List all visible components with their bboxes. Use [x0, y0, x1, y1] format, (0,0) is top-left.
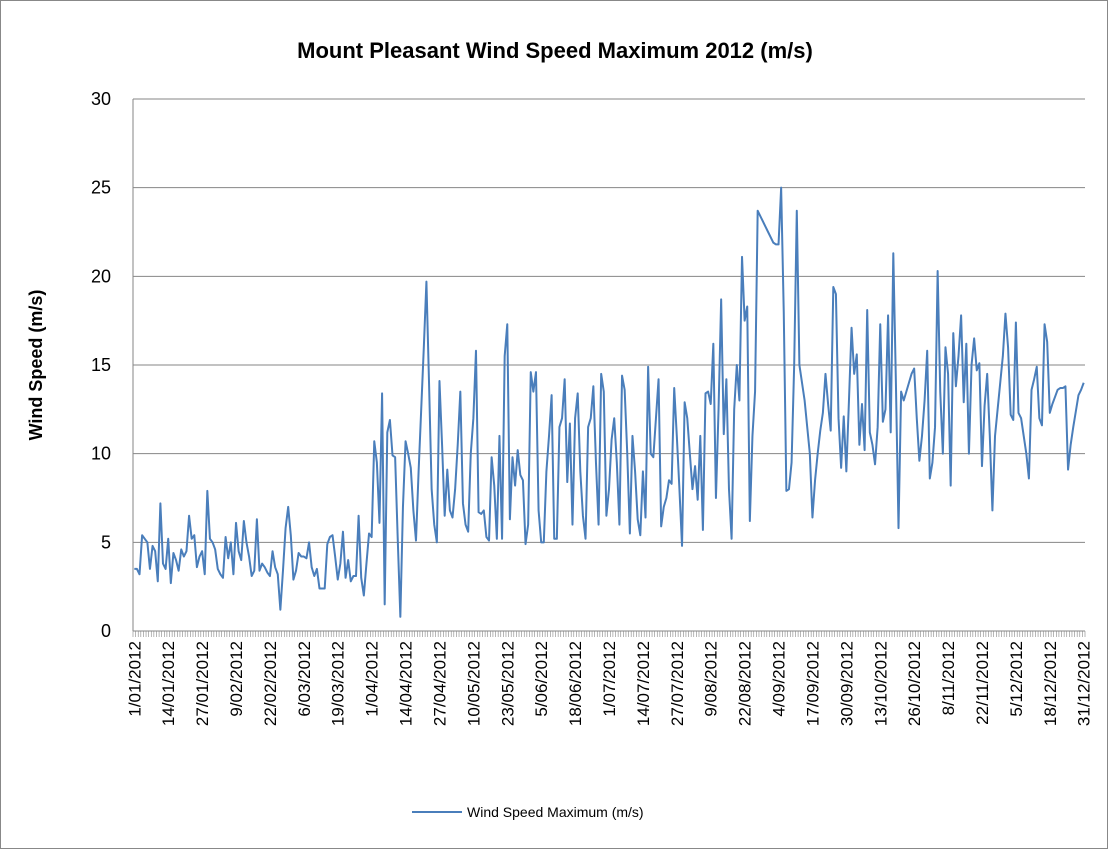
y-tick-label: 30 — [91, 89, 111, 109]
x-tick-label: 22/08/2012 — [736, 641, 755, 726]
x-tick-label: 5/12/2012 — [1007, 641, 1026, 717]
x-tick-label: 8/11/2012 — [939, 641, 958, 715]
y-tick-label: 0 — [101, 621, 111, 641]
x-tick-label: 14/01/2012 — [159, 641, 178, 726]
y-tick-label: 5 — [101, 532, 111, 552]
x-tick-label: 27/04/2012 — [430, 641, 449, 726]
x-tick-label: 27/01/2012 — [193, 641, 212, 726]
x-tick-label: 10/05/2012 — [464, 641, 483, 726]
x-tick-label: 1/07/2012 — [600, 641, 619, 717]
x-tick-label: 23/05/2012 — [498, 641, 517, 726]
legend-label: Wind Speed Maximum (m/s) — [467, 804, 644, 820]
y-tick-label: 15 — [91, 355, 111, 375]
x-tick-label: 13/10/2012 — [871, 641, 890, 726]
x-tick-label: 1/04/2012 — [363, 641, 382, 717]
x-tick-label: 4/09/2012 — [770, 641, 789, 717]
chart-title: Mount Pleasant Wind Speed Maximum 2012 (… — [297, 38, 813, 63]
x-tick-label: 14/04/2012 — [397, 641, 416, 726]
y-tick-label: 25 — [91, 178, 111, 198]
x-tick-label: 19/03/2012 — [329, 641, 348, 726]
x-tick-label: 26/10/2012 — [905, 641, 924, 726]
x-tick-label: 9/08/2012 — [702, 641, 721, 717]
x-tick-label: 31/12/2012 — [1075, 641, 1094, 726]
x-tick-label: 30/09/2012 — [837, 641, 856, 726]
y-axis-label: Wind Speed (m/s) — [26, 290, 46, 441]
x-tick-label: 9/02/2012 — [227, 641, 246, 717]
x-tick-label: 18/06/2012 — [566, 641, 585, 726]
y-tick-label: 10 — [91, 444, 111, 464]
y-tick-label: 20 — [91, 266, 111, 286]
x-tick-label: 17/09/2012 — [803, 641, 822, 726]
x-tick-label: 22/02/2012 — [261, 641, 280, 726]
x-tick-label: 1/01/2012 — [125, 641, 144, 717]
data-line — [134, 186, 1085, 618]
x-tick-label: 27/07/2012 — [668, 641, 687, 726]
x-tick-label: 22/11/2012 — [973, 641, 992, 725]
x-tick-label: 14/07/2012 — [634, 641, 653, 726]
x-tick-label: 6/03/2012 — [295, 641, 314, 717]
x-tick-label: 5/06/2012 — [532, 641, 551, 717]
x-tick-label: 18/12/2012 — [1041, 641, 1060, 726]
